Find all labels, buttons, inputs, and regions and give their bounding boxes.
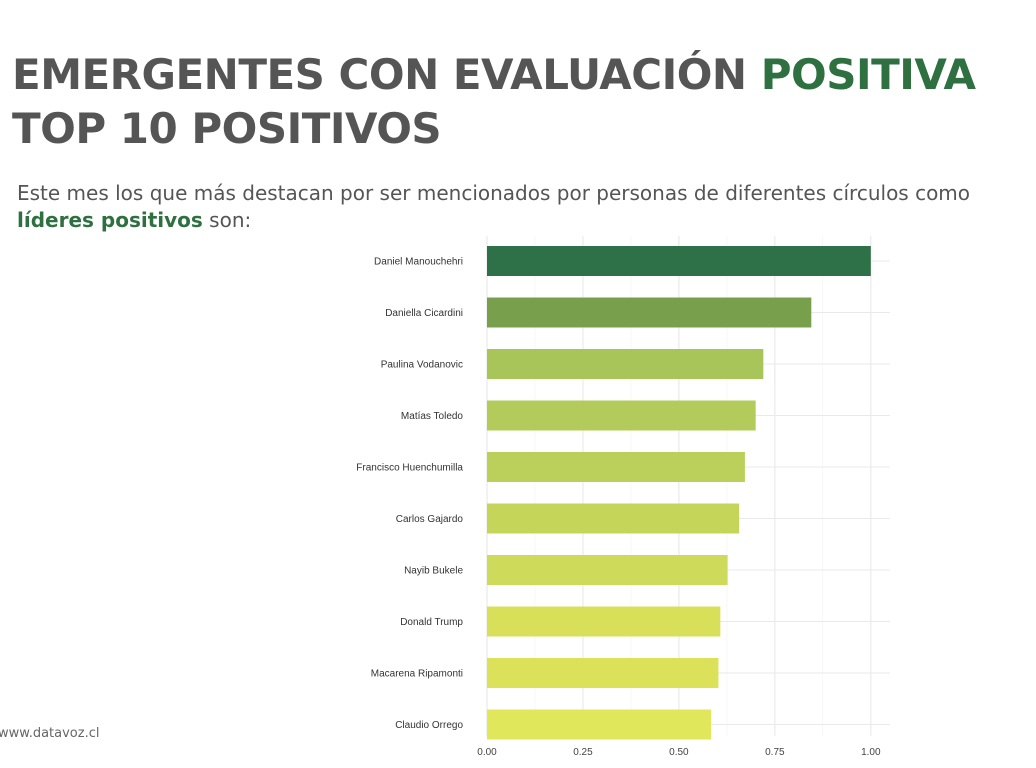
chart-labels: 0.00 0.25 0.50 0.75 1.00 Daniel Manouchehri Da… xyxy=(356,257,881,759)
bar xyxy=(487,606,721,637)
bar xyxy=(487,555,728,585)
x-tick-label: 0.50 xyxy=(669,747,689,758)
title-line2: TOP 10 POSITIVOS xyxy=(12,104,442,153)
category-label: Nayib Bukele xyxy=(404,566,463,577)
subtitle-before: Este mes los que más destacan por ser me… xyxy=(17,181,971,205)
bar xyxy=(487,658,719,688)
category-label: Paulina Vodanovic xyxy=(381,360,463,371)
chart-bars xyxy=(487,246,871,740)
page-title: EMERGENTES CON EVALUACIÓN POSITIVA TOP 1… xyxy=(12,48,976,156)
category-label: Donald Trump xyxy=(400,617,463,628)
bar xyxy=(487,503,740,534)
subtitle: Este mes los que más destacan por ser me… xyxy=(17,180,1027,234)
subtitle-after: son: xyxy=(209,208,252,232)
category-label: Claudio Orrego xyxy=(395,720,463,731)
category-label: Francisco Huenchumilla xyxy=(356,463,463,474)
x-tick-label: 0.00 xyxy=(477,747,497,758)
bar xyxy=(487,452,745,482)
category-label: Matías Toledo xyxy=(401,411,464,422)
subtitle-highlight: líderes positivos xyxy=(17,208,203,232)
category-label: Macarena Ripamonti xyxy=(371,669,463,680)
bar xyxy=(487,297,812,328)
footer-url: www.datavoz.cl xyxy=(0,726,100,741)
x-tick-label: 0.25 xyxy=(573,747,593,758)
x-tick-label: 1.00 xyxy=(861,747,881,758)
bar xyxy=(487,709,712,740)
bar xyxy=(487,400,756,431)
category-label: Daniel Manouchehri xyxy=(374,257,463,268)
x-tick-label: 0.75 xyxy=(765,747,785,758)
category-label: Daniella Cicardini xyxy=(385,308,463,319)
title-line1-accent: POSITIVA xyxy=(760,50,976,99)
title-line1-main: EMERGENTES CON EVALUACIÓN xyxy=(12,50,747,99)
bar xyxy=(487,349,764,379)
bar xyxy=(487,246,871,276)
category-label: Carlos Gajardo xyxy=(396,514,464,525)
